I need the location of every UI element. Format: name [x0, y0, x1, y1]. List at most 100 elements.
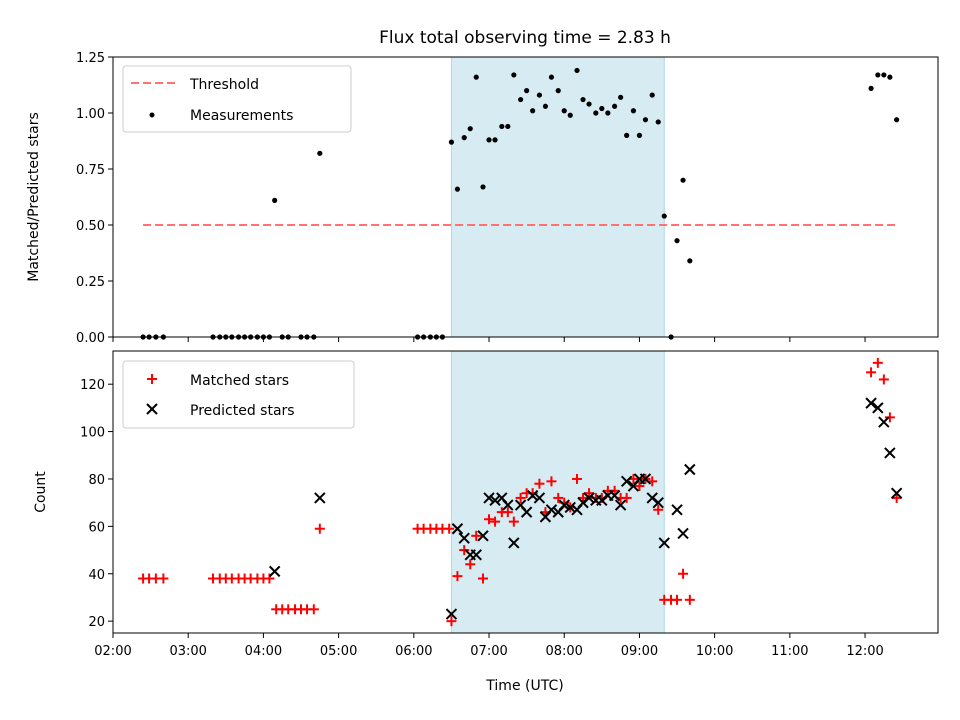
- matched-point: [158, 573, 169, 584]
- matched-point: [459, 545, 470, 556]
- count-y-axis: 20 40 60 80 100 120: [80, 378, 113, 630]
- measurement-point: [524, 88, 530, 94]
- measurement-point: [580, 96, 586, 103]
- predicted-point: [477, 530, 489, 542]
- matched-point: [546, 476, 557, 487]
- matched-point: [502, 507, 513, 518]
- measurement-point: [486, 137, 492, 143]
- measurement-point: [642, 117, 649, 123]
- measurement-point: [599, 105, 605, 112]
- predicted-point: [620, 475, 633, 488]
- predicted-point: [865, 397, 877, 409]
- measurement-point: [630, 108, 637, 114]
- measurement-point: [618, 94, 624, 100]
- predicted-point: [458, 532, 470, 544]
- x-tick-label: 07:00: [470, 644, 507, 659]
- x-tick-label: 10:00: [696, 644, 733, 659]
- matched-point: [678, 568, 689, 579]
- measurement-point: [548, 74, 555, 80]
- ratio-x-ticks: [112, 337, 866, 342]
- count-panel: 20 40 60 80 100 120 02:00 03:00 04:00 05:00 06:00…: [33, 350, 939, 694]
- x-tick-label: 02:00: [94, 644, 131, 659]
- predicted-point: [489, 494, 501, 507]
- predicted-point: [671, 504, 683, 516]
- predicted-point: [445, 608, 458, 620]
- measurement-point: [624, 132, 630, 138]
- measurement-point: [480, 184, 486, 190]
- predicted-point: [652, 496, 664, 509]
- measurements-legend-icon: [149, 112, 155, 118]
- matched-marker: [147, 374, 157, 384]
- predicted-point: [684, 463, 696, 476]
- measurement-point: [612, 103, 618, 109]
- matched-point: [553, 492, 564, 503]
- ratio-panel: 0.00 0.25 0.50 0.75 1.00 1.25 Matched/Predict…: [26, 51, 939, 346]
- measurement-point: [605, 110, 611, 116]
- x-tick-label: 05:00: [320, 644, 357, 659]
- predicted-point: [526, 489, 539, 502]
- measurement-point: [680, 177, 686, 183]
- predicted-point: [872, 402, 884, 414]
- measurement-point: [894, 117, 900, 123]
- matched-point: [872, 357, 883, 368]
- predicted-point: [658, 537, 670, 549]
- measurement-point: [661, 213, 667, 219]
- count-panel-frame: [112, 350, 939, 634]
- count-y-tick-label: 80: [88, 473, 105, 488]
- chart-title: Flux total observing time = 2.83 h: [379, 28, 671, 48]
- predicted-point: [677, 527, 689, 540]
- matched-point: [672, 594, 683, 605]
- matched-point: [490, 516, 501, 527]
- measurement-point: [317, 150, 323, 156]
- count-legend-box: [122, 360, 355, 429]
- count-legend: Matched stars Predicted stars: [122, 360, 355, 429]
- measurement-point: [687, 258, 693, 264]
- matched-point: [866, 367, 877, 378]
- ratio-legend-box: [122, 65, 352, 133]
- predicted-point: [268, 565, 281, 578]
- measurement-point: [530, 108, 536, 114]
- measurement-point: [536, 92, 543, 98]
- x-tick-label: 03:00: [169, 644, 206, 659]
- ratio-legend: Threshold Measurements: [122, 65, 352, 133]
- matched-point: [465, 559, 476, 570]
- ratio-y-axis: 0.00 0.25 0.50 0.75 1.00 1.25: [76, 51, 113, 346]
- count-y-tick-label: 100: [80, 426, 105, 441]
- predicted-point: [520, 506, 533, 518]
- measurement-point: [505, 123, 511, 130]
- count-panel-shaded-region: [450, 350, 665, 634]
- measurement-point: [467, 126, 473, 132]
- x-tick-label: 12:00: [846, 644, 883, 659]
- predicted-point: [583, 492, 595, 504]
- matched-point: [314, 523, 325, 534]
- measurement-point: [881, 72, 887, 78]
- measurement-point: [492, 137, 498, 143]
- ratio-y-axis-label: Matched/Predicted stars: [26, 112, 42, 282]
- matched-point: [444, 523, 455, 534]
- measurement-point: [586, 101, 592, 107]
- measurement-point: [499, 123, 505, 130]
- measurement-point: [272, 197, 278, 203]
- matched-legend-icon: [147, 374, 157, 384]
- measurement-point: [875, 72, 881, 78]
- predicted-point: [533, 492, 546, 504]
- matched-point: [878, 374, 889, 385]
- measurement-point: [555, 88, 561, 94]
- measurement-point: [542, 103, 549, 109]
- measurement-point: [454, 186, 461, 192]
- ratio-y-tick-label: 0.50: [76, 219, 105, 234]
- matched-point: [446, 616, 457, 627]
- matched-point: [264, 573, 275, 584]
- matched-point: [471, 530, 482, 541]
- predicted-point: [470, 549, 482, 561]
- measurement-point: [868, 85, 874, 91]
- matched-point: [534, 478, 545, 489]
- predicted-point: [890, 487, 903, 499]
- count-y-tick-label: 120: [80, 378, 105, 393]
- count-y-tick-label: 40: [88, 568, 105, 583]
- matched-point: [484, 514, 495, 525]
- legend-threshold-label: Threshold: [189, 77, 259, 93]
- predicted-point: [878, 416, 890, 428]
- ratio-y-tick-label: 0.75: [76, 163, 105, 178]
- measurement-point: [567, 112, 573, 118]
